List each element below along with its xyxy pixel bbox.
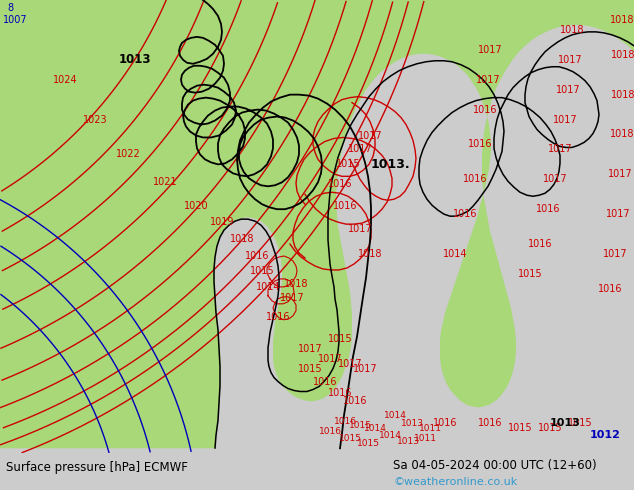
Text: 1016: 1016 xyxy=(328,179,353,189)
Text: 1018: 1018 xyxy=(230,234,254,244)
Text: 1015: 1015 xyxy=(567,418,592,428)
Text: 1020: 1020 xyxy=(184,201,209,211)
Text: 1015: 1015 xyxy=(538,423,562,433)
Text: 1011: 1011 xyxy=(413,434,436,443)
Text: 1017: 1017 xyxy=(318,354,342,364)
Text: 1017: 1017 xyxy=(555,85,580,95)
Text: 1016: 1016 xyxy=(245,251,269,261)
Text: 1016: 1016 xyxy=(453,209,477,219)
Text: 8: 8 xyxy=(7,3,13,13)
Text: 1015: 1015 xyxy=(508,423,533,433)
Text: 1017: 1017 xyxy=(347,145,372,154)
Text: 1018: 1018 xyxy=(560,25,585,35)
Text: 1017: 1017 xyxy=(280,293,304,303)
Text: 1016: 1016 xyxy=(333,417,356,426)
Text: 1016: 1016 xyxy=(527,239,552,249)
Text: 1017: 1017 xyxy=(607,170,632,179)
Text: 1023: 1023 xyxy=(82,115,107,124)
Text: 1022: 1022 xyxy=(115,149,140,159)
Text: 1016: 1016 xyxy=(313,376,337,387)
Text: 1015: 1015 xyxy=(298,364,322,373)
Text: 1017: 1017 xyxy=(558,55,582,65)
Text: 1014: 1014 xyxy=(378,431,401,440)
Text: 1016: 1016 xyxy=(536,204,560,214)
Text: 1015: 1015 xyxy=(339,434,361,443)
Text: 1017: 1017 xyxy=(605,209,630,219)
Text: 1018: 1018 xyxy=(610,129,634,140)
Text: 1014: 1014 xyxy=(363,424,387,433)
Text: 1019: 1019 xyxy=(210,217,234,227)
Text: 1014: 1014 xyxy=(256,282,280,292)
Text: 1021: 1021 xyxy=(153,177,178,187)
Text: 1017: 1017 xyxy=(477,45,502,55)
Text: 1024: 1024 xyxy=(53,74,77,85)
Polygon shape xyxy=(0,0,634,448)
Text: 1007: 1007 xyxy=(3,15,27,25)
Text: 1015: 1015 xyxy=(328,334,353,343)
Text: 1016: 1016 xyxy=(266,312,290,322)
Text: 1018: 1018 xyxy=(611,50,634,60)
Text: 1014: 1014 xyxy=(443,249,467,259)
Text: 1013: 1013 xyxy=(401,419,424,428)
Text: 1015: 1015 xyxy=(335,159,360,170)
Text: 1017: 1017 xyxy=(298,343,322,354)
Text: 1017: 1017 xyxy=(338,359,362,368)
Text: 1013: 1013 xyxy=(550,418,580,428)
Text: 1017: 1017 xyxy=(476,74,500,85)
Text: 1017: 1017 xyxy=(543,174,567,184)
Text: 1014: 1014 xyxy=(384,411,406,420)
Text: 1015: 1015 xyxy=(356,439,380,448)
Text: 1018: 1018 xyxy=(358,249,382,259)
Text: 1013.: 1013. xyxy=(370,158,410,171)
Text: 1016: 1016 xyxy=(463,174,488,184)
Text: Surface pressure [hPa] ECMWF: Surface pressure [hPa] ECMWF xyxy=(6,461,188,474)
Text: 1016: 1016 xyxy=(598,284,622,294)
Text: ©weatheronline.co.uk: ©weatheronline.co.uk xyxy=(393,477,517,487)
Text: 1013: 1013 xyxy=(119,53,152,66)
Text: 1015: 1015 xyxy=(349,421,372,430)
Text: 1016: 1016 xyxy=(478,418,502,428)
Text: 1017: 1017 xyxy=(603,249,627,259)
Text: 1016: 1016 xyxy=(333,201,357,211)
Text: 1012: 1012 xyxy=(590,430,621,441)
Text: 1017: 1017 xyxy=(353,364,377,373)
Text: 1017: 1017 xyxy=(358,131,382,142)
Text: 1016: 1016 xyxy=(433,418,457,428)
Text: 1011: 1011 xyxy=(418,424,441,433)
Text: 1016: 1016 xyxy=(318,427,342,436)
Text: 1018: 1018 xyxy=(284,279,308,289)
Text: 1013: 1013 xyxy=(396,437,420,446)
Text: 1015: 1015 xyxy=(250,266,275,276)
Text: 1016: 1016 xyxy=(473,104,497,115)
Text: 1016: 1016 xyxy=(343,396,367,406)
Text: 1017: 1017 xyxy=(347,224,372,234)
Text: 1015: 1015 xyxy=(518,269,542,279)
Text: 1017: 1017 xyxy=(548,145,573,154)
Text: 1018: 1018 xyxy=(611,90,634,99)
Text: 1018: 1018 xyxy=(610,15,634,25)
Text: 1016: 1016 xyxy=(328,389,353,398)
Text: 1016: 1016 xyxy=(468,140,492,149)
Text: Sa 04-05-2024 00:00 UTC (12+60): Sa 04-05-2024 00:00 UTC (12+60) xyxy=(393,459,597,471)
Text: 1017: 1017 xyxy=(553,115,578,124)
